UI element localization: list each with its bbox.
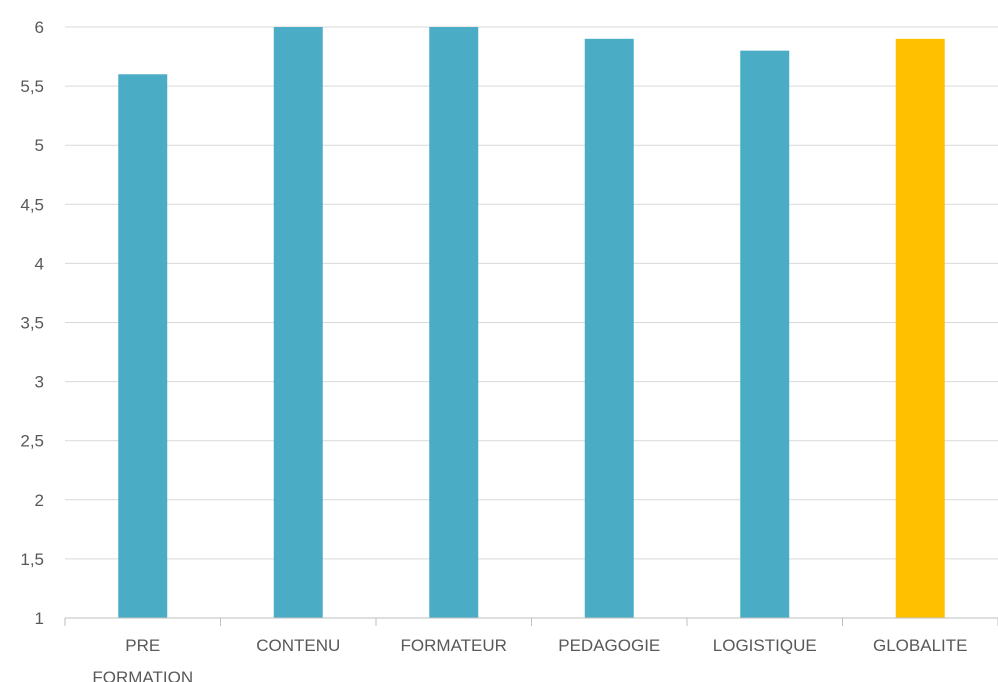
x-tick-label-line: PEDAGOGIE [558, 636, 660, 655]
x-tick-label-line: FORMATION [92, 668, 193, 682]
x-tick-label: FORMATEUR [401, 636, 507, 655]
bar [584, 38, 634, 618]
x-axis [64, 617, 998, 626]
y-axis-ticks: 1 1,5 2 2,5 3 3,5 4 4,5 5 5,5 6 [20, 18, 44, 628]
x-tick-label-line: LOGISTIQUE [713, 636, 817, 655]
bar [118, 74, 168, 618]
x-tick-label: PEDAGOGIE [558, 636, 660, 655]
y-tick-label: 4 [35, 254, 44, 273]
x-tick-label: GLOBALITE [873, 636, 967, 655]
y-tick-label: 4,5 [20, 195, 44, 214]
x-axis-ticks: PRE FORMATION CONTENU FORMATEUR PEDAGOGIE LOG… [92, 636, 967, 682]
x-tick-label: LOGISTIQUE [713, 636, 817, 655]
y-tick-label: 5 [35, 136, 44, 155]
y-tick-label: 2 [35, 491, 44, 510]
y-tick-label: 1 [35, 609, 44, 628]
x-tick-label-line: CONTENU [256, 636, 340, 655]
x-tick-label-line: GLOBALITE [873, 636, 967, 655]
y-tick-label: 5,5 [20, 77, 44, 96]
bar [429, 27, 479, 618]
y-tick-label: 2,5 [20, 432, 44, 451]
y-tick-label: 3,5 [20, 314, 44, 333]
bars [118, 27, 945, 618]
y-tick-label: 3 [35, 373, 44, 392]
y-tick-label: 6 [35, 18, 44, 37]
x-tick-label: PRE FORMATION [92, 636, 193, 682]
bar [740, 50, 790, 618]
y-tick-label: 1,5 [20, 550, 44, 569]
bar [895, 38, 945, 618]
x-tick-label-line: PRE [125, 636, 160, 655]
x-tick-label-line: FORMATEUR [401, 636, 507, 655]
bar [273, 27, 323, 618]
gridlines [65, 26, 998, 560]
x-tick-label: CONTENU [256, 636, 340, 655]
